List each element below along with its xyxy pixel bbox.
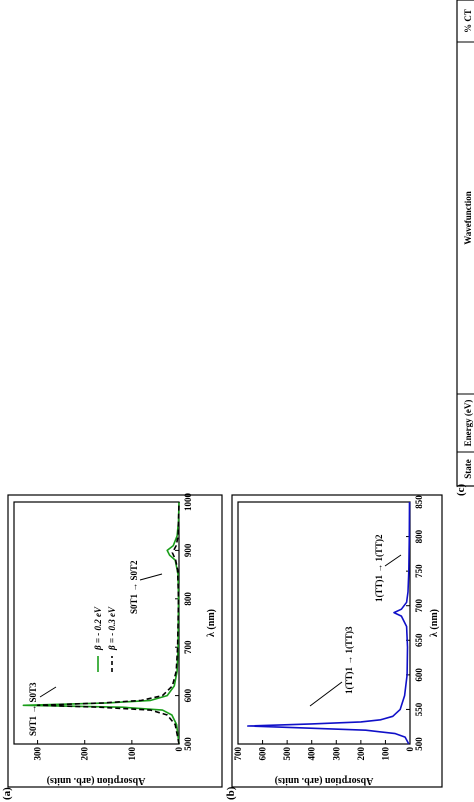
panel-a-ytick-label: 300 [33, 747, 43, 761]
panel-b-frame [231, 494, 443, 788]
panel-a-series-line [36, 501, 180, 745]
panel-b-annotation-right: 1(TT)1 → 1(TT)2 [374, 534, 384, 602]
panel-b-xtick-label: 500 [414, 737, 424, 751]
panel-a-xtick-label: 500 [183, 737, 193, 751]
panel-a-ytick-label: 0 [174, 747, 184, 752]
panel-b-ytick-label: 200 [356, 747, 366, 761]
panel-b-xlabel: λ (nm) [429, 609, 440, 637]
panel-b-xtick-label: 850 [414, 495, 424, 509]
table-header-cell: Energy (eV) [463, 400, 473, 447]
panel-b-xtick-label: 800 [414, 529, 424, 543]
panel-a-annotation-right: S0T1 → S0T2 [129, 560, 139, 614]
panel-b-ytick-label: 0 [405, 747, 415, 752]
panel-b-xtick-label: 550 [414, 702, 424, 716]
panel-a-arrow-right [139, 573, 163, 581]
panel-a-arrow-left [39, 686, 57, 698]
panel-a-ylabel: Absorption (arb. units) [47, 775, 146, 786]
panel-b-label: (b) [225, 786, 237, 800]
panel-b-ylabel: Absorption (arb. units) [275, 775, 374, 786]
panel-b-ytick-label: 600 [258, 747, 268, 761]
panel-a-frame [7, 494, 223, 788]
panel-a-xtick-label: 700 [183, 640, 193, 654]
panel-a-series [22, 501, 180, 745]
panel-a-annotation-left: S0T1 → S0T3 [28, 682, 38, 736]
table-header-cell: % CT [463, 9, 473, 33]
panel-b-xticks: 500 550 600 650 700 750 800 850 [406, 495, 424, 751]
legend-label-green: β = - 0.2 eV [93, 606, 103, 651]
panel-b-xtick-label: 750 [414, 564, 424, 578]
panel-b-yticks: 0 100 200 300 400 500 600 700 [233, 740, 415, 761]
panel-a-xlabel: λ (nm) [206, 609, 217, 637]
panel-a-axes: 0 100 200 300 500 600 700 800 900 1000 [13, 493, 193, 761]
panel-a-yticks: 0 100 200 300 [33, 740, 184, 761]
panel-a-xtick-label: 800 [183, 592, 193, 606]
table-header-cell: Wavefunction [463, 191, 473, 245]
table-header-cell: State [463, 459, 473, 479]
panel-b-ytick-label: 100 [380, 747, 390, 761]
panel-a-xtick-label: 1000 [183, 493, 193, 512]
panel-b-series-line [247, 501, 411, 745]
panel-b-xtick-label: 650 [414, 633, 424, 647]
panel-b-xtick-label: 700 [414, 598, 424, 612]
panel-b-arrow-right [384, 554, 402, 567]
panel-c-table-frame [456, 0, 474, 487]
panel-a-label: (a) [1, 787, 13, 800]
panel-b-axes: 0 100 200 300 400 500 600 700 500 550 600 650 700 75… [233, 495, 424, 761]
panel-b-plot-area [237, 501, 411, 745]
panel-b-ytick-label: 400 [307, 747, 317, 761]
panel-b-ytick-label: 300 [331, 747, 341, 761]
panel-a-xtick-label: 900 [183, 543, 193, 557]
panel-b-ytick-label: 700 [233, 747, 243, 761]
panel-a: (a) 0 100 200 300 500 600 700 800 900 1000 Absor… [1, 493, 223, 800]
panel-b-ytick-label: 500 [282, 747, 292, 761]
panel-b-series [247, 501, 411, 745]
panel-a-ytick-label: 200 [80, 747, 90, 761]
panel-b-annotation-left: 1(TT)1 → 1(TT)3 [344, 626, 354, 694]
panel-a-xtick-label: 600 [183, 688, 193, 702]
panel-b-xtick-label: 600 [414, 668, 424, 682]
panel-a-legend: β = - 0.2 eV β = - 0.3 eV [93, 606, 117, 672]
panel-a-ytick-label: 100 [127, 747, 137, 761]
panel-b-arrow-left [309, 681, 343, 707]
panel-a-series-line [22, 501, 180, 745]
legend-label-black: β = - 0.3 eV [107, 606, 117, 651]
panel-b: (b) 0 100 200 300 400 500 600 700 500 550 600 650 7… [225, 494, 443, 800]
